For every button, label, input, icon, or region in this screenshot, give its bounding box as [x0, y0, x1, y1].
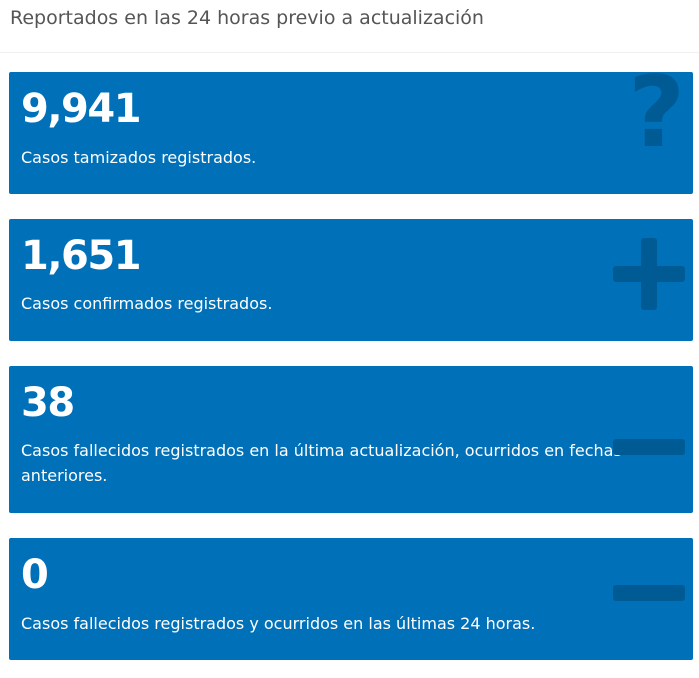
plus-icon: [613, 238, 685, 310]
confirmed-cases-value: 1,651: [21, 233, 142, 279]
minus-icon: [613, 439, 685, 455]
page-title: Reportados en las 24 horas previo a actu…: [10, 7, 484, 29]
page-header: Reportados en las 24 horas previo a actu…: [0, 0, 699, 53]
confirmed-cases-label: Casos confirmados registrados.: [21, 294, 273, 313]
question-icon: ?: [628, 72, 685, 170]
card-deaths-previous-dates: 38 Casos fallecidos registrados en la úl…: [9, 366, 693, 513]
screened-cases-value: 9,941: [21, 86, 142, 132]
screened-cases-label: Casos tamizados registrados.: [21, 148, 257, 167]
minus-icon: [613, 585, 685, 601]
deaths-previous-value: 38: [21, 380, 75, 426]
card-screened-cases: 9,941 Casos tamizados registrados. ?: [9, 72, 693, 194]
card-confirmed-cases: 1,651 Casos confirmados registrados.: [9, 219, 693, 341]
deaths-24h-value: 0: [21, 552, 49, 598]
deaths-24h-label: Casos fallecidos registrados y ocurridos…: [21, 614, 536, 633]
deaths-previous-label: Casos fallecidos registrados en la últim…: [21, 441, 622, 485]
card-deaths-last-24h: 0 Casos fallecidos registrados y ocurrid…: [9, 538, 693, 660]
